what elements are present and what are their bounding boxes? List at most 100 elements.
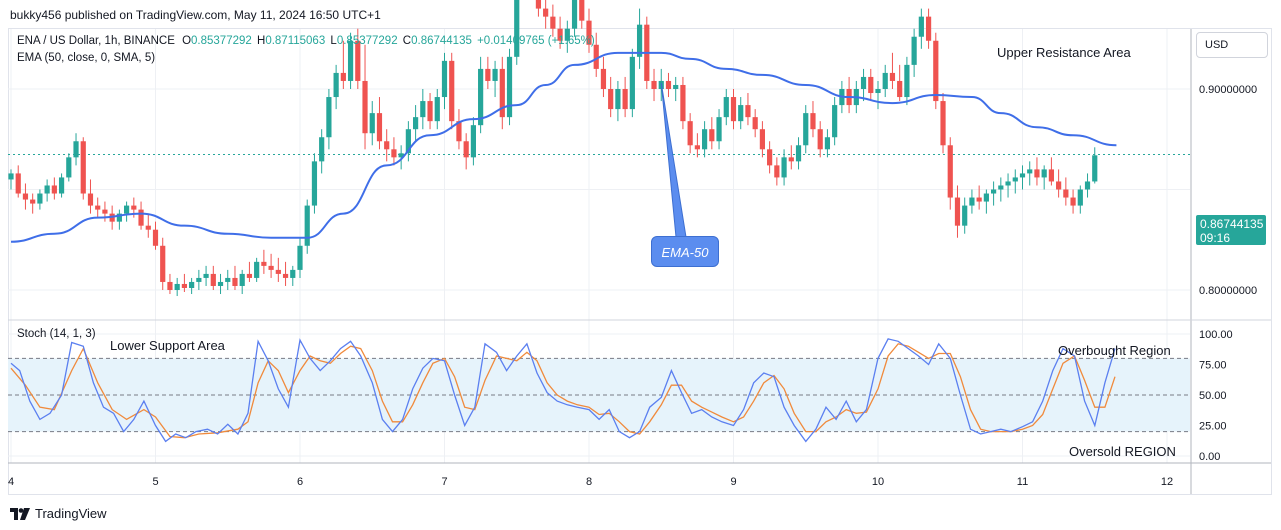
candle-body	[651, 80, 657, 89]
candle-body	[232, 277, 238, 286]
candle-body	[1084, 181, 1091, 190]
candle-body	[781, 157, 787, 178]
candle-body	[95, 205, 101, 210]
candle-body	[954, 197, 961, 226]
candle-body	[738, 105, 744, 122]
x-tick-label: 11	[1017, 476, 1028, 488]
axes	[8, 29, 1271, 494]
candle-body	[918, 16, 924, 37]
candle-body	[152, 229, 159, 246]
candle-body	[362, 80, 368, 134]
candle-body	[189, 281, 195, 288]
candle-body	[904, 64, 910, 98]
candle-body	[131, 205, 137, 210]
candle-body	[730, 97, 737, 122]
candle-body	[579, 0, 585, 21]
candle-body	[51, 185, 57, 194]
close-value: 0.86744135	[411, 35, 472, 47]
candle-body	[882, 72, 888, 89]
ema-50-line	[10, 51, 1117, 243]
candle-body	[290, 269, 296, 278]
candle-body	[817, 129, 823, 150]
x-tick-label: 7	[441, 476, 447, 488]
candle-body	[398, 153, 404, 158]
currency-button[interactable]: USD	[1196, 32, 1268, 58]
stoch-legend[interactable]: Stoch (14, 1, 3)	[17, 328, 96, 340]
candle-body	[600, 68, 607, 89]
candle-body	[947, 145, 953, 198]
stoch-tick-label: 75.00	[1199, 360, 1227, 372]
stoch-d-line	[10, 343, 1116, 439]
x-tick-label: 12	[1161, 476, 1173, 488]
candle-body	[304, 205, 310, 246]
candle-body	[116, 213, 122, 222]
candle-body	[543, 8, 549, 17]
candle-body	[66, 157, 72, 178]
stoch-tick-label: 100.00	[1199, 329, 1233, 341]
candle-body	[933, 40, 939, 102]
candle-body	[167, 281, 173, 290]
candle-body	[687, 121, 693, 146]
candle-body	[557, 28, 563, 41]
ema-callout: EMA-50	[651, 236, 719, 267]
candle-body	[759, 129, 765, 150]
candle-body	[239, 273, 245, 286]
candle-body	[499, 68, 505, 118]
footer: TradingView	[0, 502, 1281, 530]
candle-body	[962, 205, 968, 226]
x-tick-label: 10	[872, 476, 884, 488]
x-tick-label: 5	[152, 476, 158, 488]
candle-body	[608, 89, 614, 110]
candle-body	[470, 125, 476, 158]
close-label: C	[402, 35, 412, 47]
stoch-k-line	[10, 338, 1116, 443]
candle-body	[1019, 173, 1026, 178]
candle-body	[217, 281, 224, 286]
candle-body	[210, 273, 216, 286]
candle-body	[420, 101, 426, 118]
high-value: 0.87115063	[265, 35, 326, 47]
candle-body	[716, 117, 722, 142]
candle-body	[1012, 177, 1018, 182]
candle-body	[832, 105, 838, 138]
candle-body	[225, 277, 231, 282]
candle-body	[37, 193, 43, 204]
candle-body	[665, 80, 672, 89]
candle-body	[478, 68, 484, 126]
candle-body	[629, 56, 635, 110]
candle-body	[860, 76, 867, 89]
publisher-line: bukky456 published on TradingView.com, M…	[10, 8, 381, 22]
stoch-levels	[8, 357, 1190, 433]
candle-body	[795, 145, 802, 162]
candle-body	[911, 36, 917, 65]
x-tick-label: 6	[297, 476, 303, 488]
symbol-label[interactable]: ENA / US Dollar, 1h, BINANCE	[17, 35, 175, 47]
candle-body	[30, 199, 36, 204]
ema-legend[interactable]: EMA (50, close, 0, SMA, 5)	[17, 52, 156, 64]
candle-body	[1077, 189, 1083, 206]
candle-body	[58, 177, 65, 194]
stoch-tick-label: 25.00	[1199, 421, 1227, 433]
candle-body	[680, 84, 686, 122]
upper-resistance-label: Upper Resistance Area	[997, 45, 1131, 60]
candle-body	[1005, 181, 1011, 186]
candle-body	[492, 68, 498, 81]
low-label: L	[330, 35, 337, 47]
candle-body	[181, 283, 187, 288]
candle-body	[897, 80, 903, 98]
candle-body	[203, 273, 209, 278]
stoch-axis-ticks: 100.00 75.00 50.00 25.00 0.00	[1199, 329, 1233, 463]
candle-body	[124, 205, 130, 214]
candle-body	[391, 149, 397, 158]
candle-body	[319, 137, 325, 162]
x-tick-label: 4	[8, 476, 14, 488]
candle-body	[694, 145, 700, 150]
tradingview-logo[interactable]: TradingView	[10, 506, 107, 521]
tradingview-brand: TradingView	[35, 506, 107, 521]
candle-body	[983, 193, 989, 202]
candle-body	[449, 60, 455, 122]
candle-body	[615, 89, 621, 110]
candle-body	[275, 269, 281, 274]
